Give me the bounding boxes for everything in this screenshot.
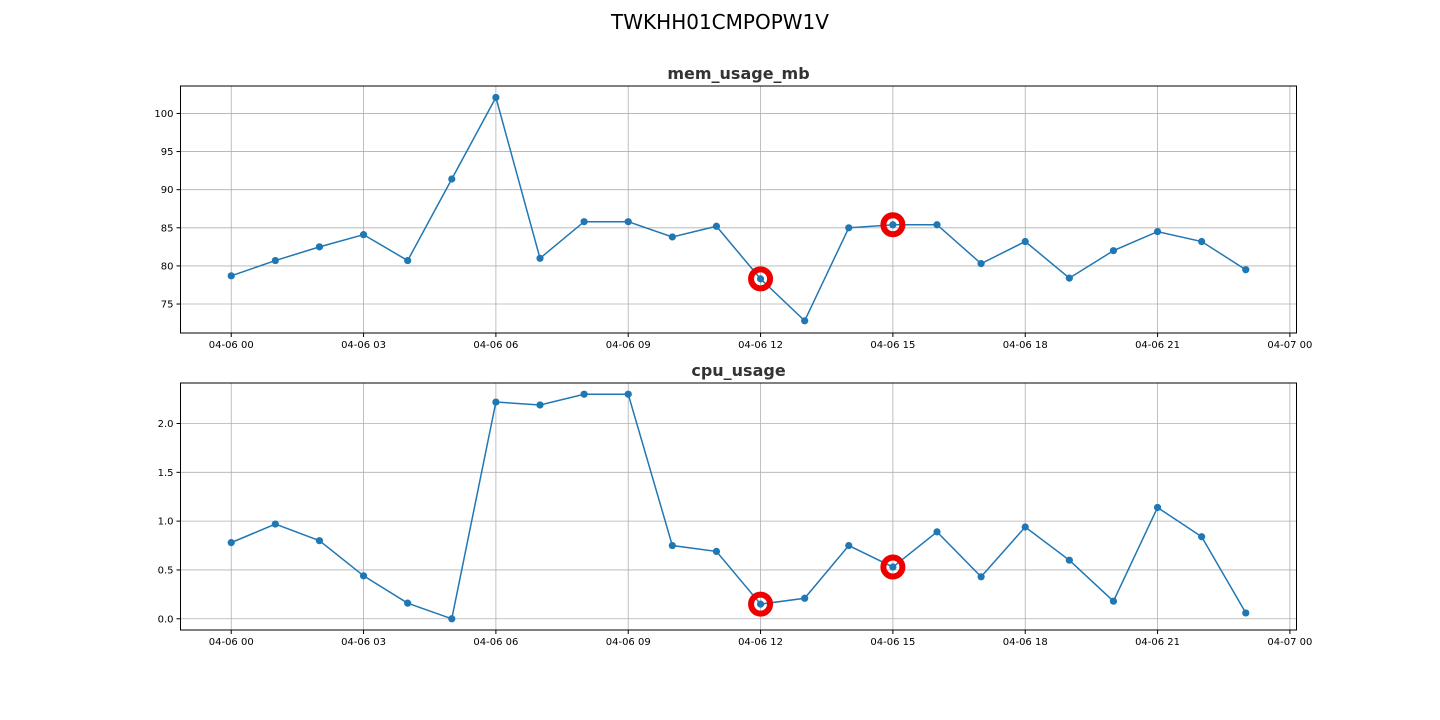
mem-usage-data-point: [315, 243, 324, 251]
cpu-usage-data-point: [845, 541, 853, 550]
cpu-usage-data-point: [801, 594, 809, 602]
cpu-usage-ytick-label: 2.0: [158, 419, 174, 430]
mem-usage-data-point: [624, 218, 632, 226]
cpu-usage-data-point: [271, 520, 279, 528]
mem-usage-data-point: [1021, 237, 1029, 246]
mem-usage-ytick-label: 100: [154, 109, 173, 120]
mem-usage-data-point: [977, 260, 985, 268]
cpu-usage-title: cpu_usage: [691, 361, 785, 380]
cpu-usage-xtick-label: 04-07 00: [1267, 637, 1312, 648]
mem-usage-data-point: [448, 175, 456, 183]
cpu-usage-data-point: [580, 390, 588, 398]
cpu-usage-highlight-ring: [748, 591, 774, 617]
cpu-usage-data-point: [668, 541, 676, 550]
mem-usage-xtick-label: 04-06 21: [1135, 340, 1180, 351]
cpu-usage-ytick-label: 1.0: [158, 517, 174, 528]
mem-usage-data-point: [1109, 247, 1118, 255]
cpu-usage-xtick-label: 04-06 18: [1003, 637, 1048, 648]
cpu-usage-xtick-label: 04-06 00: [209, 637, 254, 648]
cpu-usage-highlight-ring: [880, 554, 906, 580]
mem-usage-xtick-label: 04-06 18: [1003, 340, 1048, 351]
cpu-usage-data-point: [1242, 609, 1250, 617]
cpu-usage-xtick-label: 04-06 06: [473, 637, 518, 648]
mem-usage-xtick-label: 04-06 12: [738, 340, 783, 351]
cpu-usage-data-point: [492, 398, 500, 406]
cpu-usage-axes-frame: [180, 382, 1297, 631]
mem-usage-panel: 04-06 00 04-06 03 04-06 06 04-06 09 04-06 12…: [154, 64, 1312, 351]
cpu-usage-data-point: [404, 599, 412, 607]
mem-usage-data-point: [536, 254, 544, 262]
cpu-usage-ytick-label: 1.5: [158, 468, 174, 479]
mem-usage-data-point: [1153, 228, 1162, 236]
cpu-usage-data-point: [1109, 597, 1118, 605]
mem-usage-data-point: [668, 233, 676, 241]
mem-usage-ytick-label: 75: [161, 300, 174, 311]
cpu-usage-data-point: [359, 572, 368, 580]
cpu-usage-panel: 04-06 00 04-06 03 04-06 06 04-06 09 04-06 12…: [158, 361, 1313, 648]
mem-usage-xtick-label: 04-06 03: [341, 340, 386, 351]
mem-usage-data-point: [756, 275, 765, 283]
mem-usage-axes-frame: [180, 85, 1297, 334]
mem-usage-data-point: [404, 256, 412, 265]
mem-usage-ytick-label: 95: [161, 147, 174, 158]
mem-usage-title: mem_usage_mb: [667, 64, 809, 83]
mem-usage-ytick-label: 90: [161, 185, 174, 196]
cpu-usage-xtick-label: 04-06 21: [1135, 637, 1180, 648]
mem-usage-data-point: [227, 272, 235, 280]
cpu-usage-data-point: [1021, 523, 1029, 531]
cpu-usage-data-point: [448, 615, 456, 623]
mem-usage-data-point: [1065, 274, 1073, 282]
cpu-usage-xtick-label: 04-06 03: [341, 637, 386, 648]
cpu-usage-xtick-label: 04-06 15: [870, 637, 915, 648]
mem-usage-highlight-ring: [748, 266, 774, 292]
mem-usage-ytick-label: 85: [161, 223, 174, 234]
cpu-usage-data-point: [712, 547, 721, 556]
cpu-usage-data-point: [933, 528, 941, 536]
mem-usage-xtick-label: 04-06 09: [606, 340, 651, 351]
mem-usage-data-point: [271, 256, 279, 265]
cpu-usage-data-point: [1065, 556, 1073, 564]
cpu-usage-xtick-label: 04-06 09: [606, 637, 651, 648]
mem-usage-data-point: [801, 317, 809, 325]
mem-usage-ytick-label: 80: [161, 261, 174, 272]
cpu-usage-data-point: [977, 573, 985, 581]
mem-usage-data-point: [933, 221, 941, 229]
cpu-usage-ytick-label: 0.0: [158, 614, 174, 625]
cpu-usage-series-line: [230, 393, 1247, 620]
cpu-usage-data-point: [624, 390, 632, 398]
figure-title: TWKHH01CMPOPW1V: [610, 10, 829, 34]
mem-usage-xtick-label: 04-06 00: [209, 340, 254, 351]
cpu-usage-data-point: [536, 401, 544, 409]
mem-usage-data-point: [580, 218, 588, 226]
mem-usage-data-point: [845, 224, 853, 232]
cpu-usage-data-point: [227, 539, 235, 547]
mem-usage-data-point: [1242, 266, 1250, 274]
mem-usage-xtick-label: 04-06 06: [473, 340, 518, 351]
mem-usage-data-point: [1198, 237, 1206, 246]
mem-usage-series-line: [230, 95, 1247, 323]
mem-usage-data-point: [712, 222, 721, 230]
mem-usage-xtick-label: 04-07 00: [1267, 340, 1312, 351]
mem-usage-data-point: [492, 93, 500, 102]
cpu-usage-data-point: [756, 600, 765, 608]
cpu-usage-data-point: [1198, 533, 1206, 541]
cpu-usage-xtick-label: 04-06 12: [738, 637, 783, 648]
cpu-usage-data-point: [889, 563, 897, 571]
mem-usage-xtick-label: 04-06 15: [870, 340, 915, 351]
mem-usage-data-point: [359, 231, 368, 239]
cpu-usage-ytick-label: 0.5: [158, 565, 174, 576]
cpu-usage-data-point: [315, 537, 324, 545]
mem-usage-data-point: [889, 221, 897, 229]
mem-usage-highlight-ring: [880, 212, 906, 238]
cpu-usage-data-point: [1153, 503, 1162, 512]
